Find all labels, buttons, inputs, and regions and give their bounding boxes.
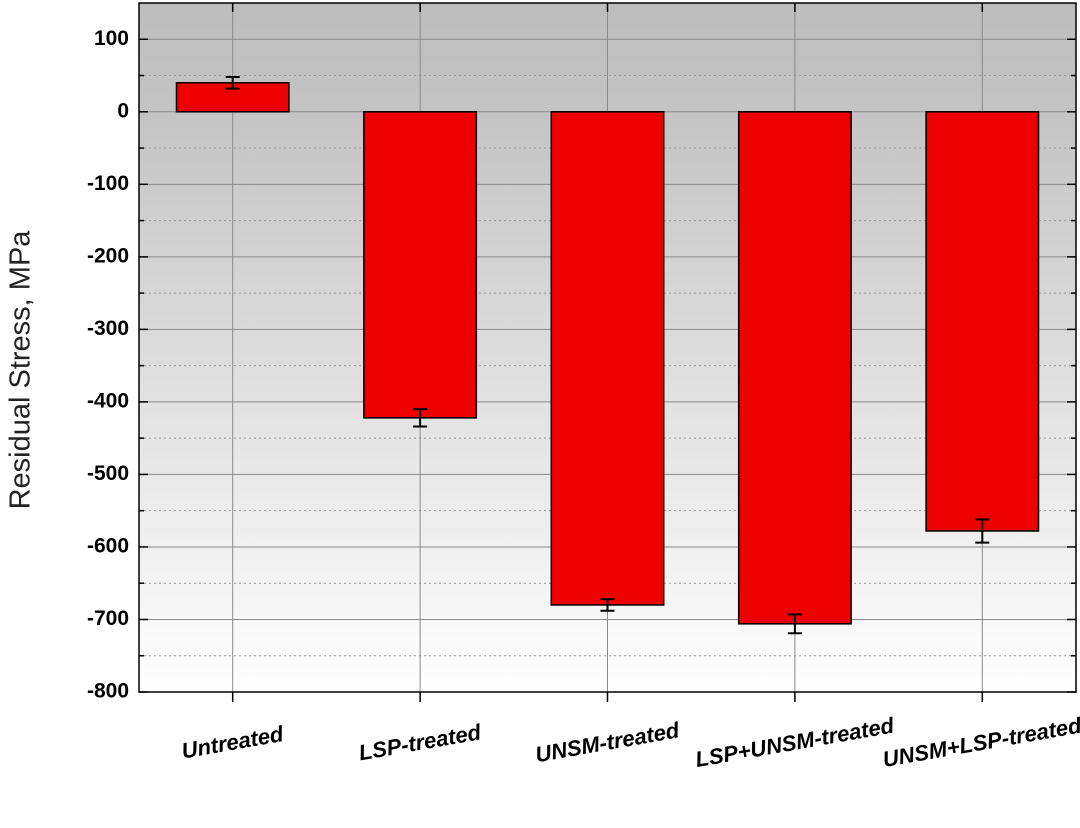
y-tick-label: -200	[87, 244, 129, 267]
x-tick-label: UNSM+LSP-treated	[881, 712, 1080, 772]
x-tick-label: LSP-treated	[357, 719, 483, 765]
y-tick-label: -100	[87, 172, 129, 195]
x-tick-label: UNSM-treated	[533, 717, 681, 767]
error-bar	[600, 598, 615, 612]
x-tick-label: Untreated	[180, 721, 286, 764]
y-tick-label: -500	[87, 462, 129, 485]
bar	[363, 111, 478, 419]
y-tick-label: 0	[117, 99, 129, 122]
bar	[550, 111, 665, 606]
error-bar	[225, 75, 240, 90]
y-tick-label: -800	[87, 680, 129, 703]
bar	[925, 111, 1040, 532]
error-bar	[413, 408, 428, 428]
error-bar	[787, 613, 802, 635]
y-tick-label: -300	[87, 317, 129, 340]
error-bar	[975, 518, 990, 544]
y-tick-label: -700	[87, 607, 129, 630]
plot-frame	[138, 2, 1077, 693]
y-tick-label: 100	[94, 27, 129, 50]
y-axis-label: Residual Stress, MPa	[5, 230, 37, 510]
bar	[737, 111, 852, 625]
y-tick-label: -600	[87, 534, 129, 557]
x-tick-label: LSP+UNSM-treated	[693, 712, 896, 772]
y-tick-label: -400	[87, 389, 129, 412]
